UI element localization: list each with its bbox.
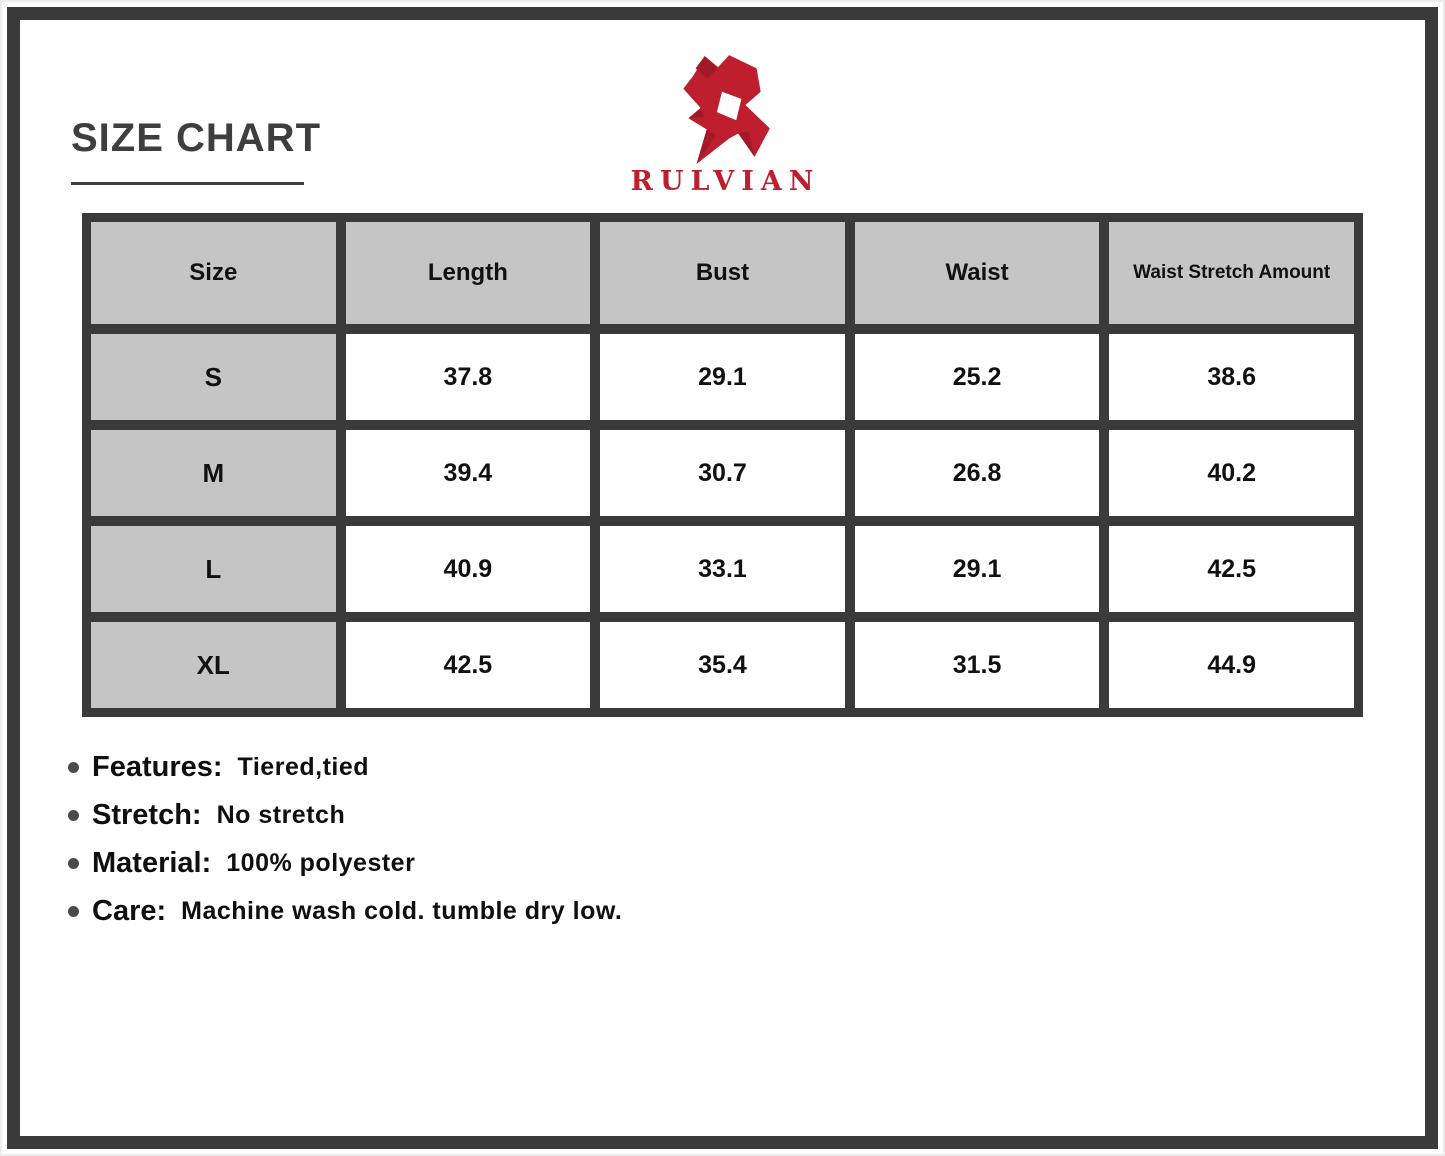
row-xl-length-cell: 42.5 — [345, 622, 591, 708]
row-s-bust-cell: 29.1 — [600, 334, 845, 420]
rulvian-r-logo-icon — [683, 55, 770, 164]
detail-label: Features: — [92, 751, 223, 783]
column-header-waist-stretch: Waist Stretch Amount — [1109, 222, 1354, 324]
column-header-bust: Bust — [600, 222, 845, 324]
title-underline — [71, 182, 304, 185]
row-m-waist-cell: 26.8 — [854, 430, 1100, 516]
brand-logo: RULVIAN — [622, 50, 822, 197]
detail-value: Machine wash cold. tumble dry low. — [181, 897, 623, 925]
bullet-icon — [68, 810, 79, 821]
row-xl-size-cell: XL — [91, 622, 336, 708]
detail-value: Tiered,tied — [237, 753, 370, 781]
row-l-waist-cell: 29.1 — [854, 526, 1100, 612]
row-xl-bust-cell: 35.4 — [600, 622, 845, 708]
row-m-waist-stretch-cell: 40.2 — [1109, 430, 1354, 516]
detail-value: 100% polyester — [226, 849, 416, 877]
detail-label: Material: — [92, 847, 212, 879]
column-header-waist: Waist — [854, 222, 1100, 324]
bullet-icon — [68, 858, 79, 869]
detail-label: Care: — [92, 895, 167, 927]
brand-name: RULVIAN — [630, 166, 821, 197]
column-header-length: Length — [345, 222, 591, 324]
row-xl-waist-cell: 31.5 — [854, 622, 1100, 708]
detail-item-care: Care: Machine wash cold. tumble dry low. — [68, 894, 622, 929]
row-xl-waist-stretch-cell: 44.9 — [1109, 622, 1354, 708]
detail-item-material: Material: 100% polyester — [68, 846, 622, 881]
row-l-bust-cell: 33.1 — [600, 526, 845, 612]
row-s-size-cell: S — [91, 334, 336, 420]
row-s-length-cell: 37.8 — [345, 334, 591, 420]
size-table: Size Length Bust Waist Waist Stretch Amo… — [82, 213, 1363, 717]
bullet-icon — [68, 906, 79, 917]
page-title: SIZE CHART — [71, 116, 321, 160]
row-s-waist-stretch-cell: 38.6 — [1109, 334, 1354, 420]
product-details-list: Features: Tiered,tied Stretch: No stretc… — [68, 750, 622, 942]
row-l-waist-stretch-cell: 42.5 — [1109, 526, 1354, 612]
row-m-length-cell: 39.4 — [345, 430, 591, 516]
detail-label: Stretch: — [92, 799, 202, 831]
detail-value: No stretch — [216, 801, 346, 829]
detail-item-features: Features: Tiered,tied — [68, 750, 622, 785]
row-m-size-cell: M — [91, 430, 336, 516]
row-l-size-cell: L — [91, 526, 336, 612]
row-l-length-cell: 40.9 — [345, 526, 591, 612]
row-s-waist-cell: 25.2 — [854, 334, 1100, 420]
bullet-icon — [68, 762, 79, 773]
row-m-bust-cell: 30.7 — [600, 430, 845, 516]
column-header-size: Size — [91, 222, 336, 324]
detail-item-stretch: Stretch: No stretch — [68, 798, 622, 833]
